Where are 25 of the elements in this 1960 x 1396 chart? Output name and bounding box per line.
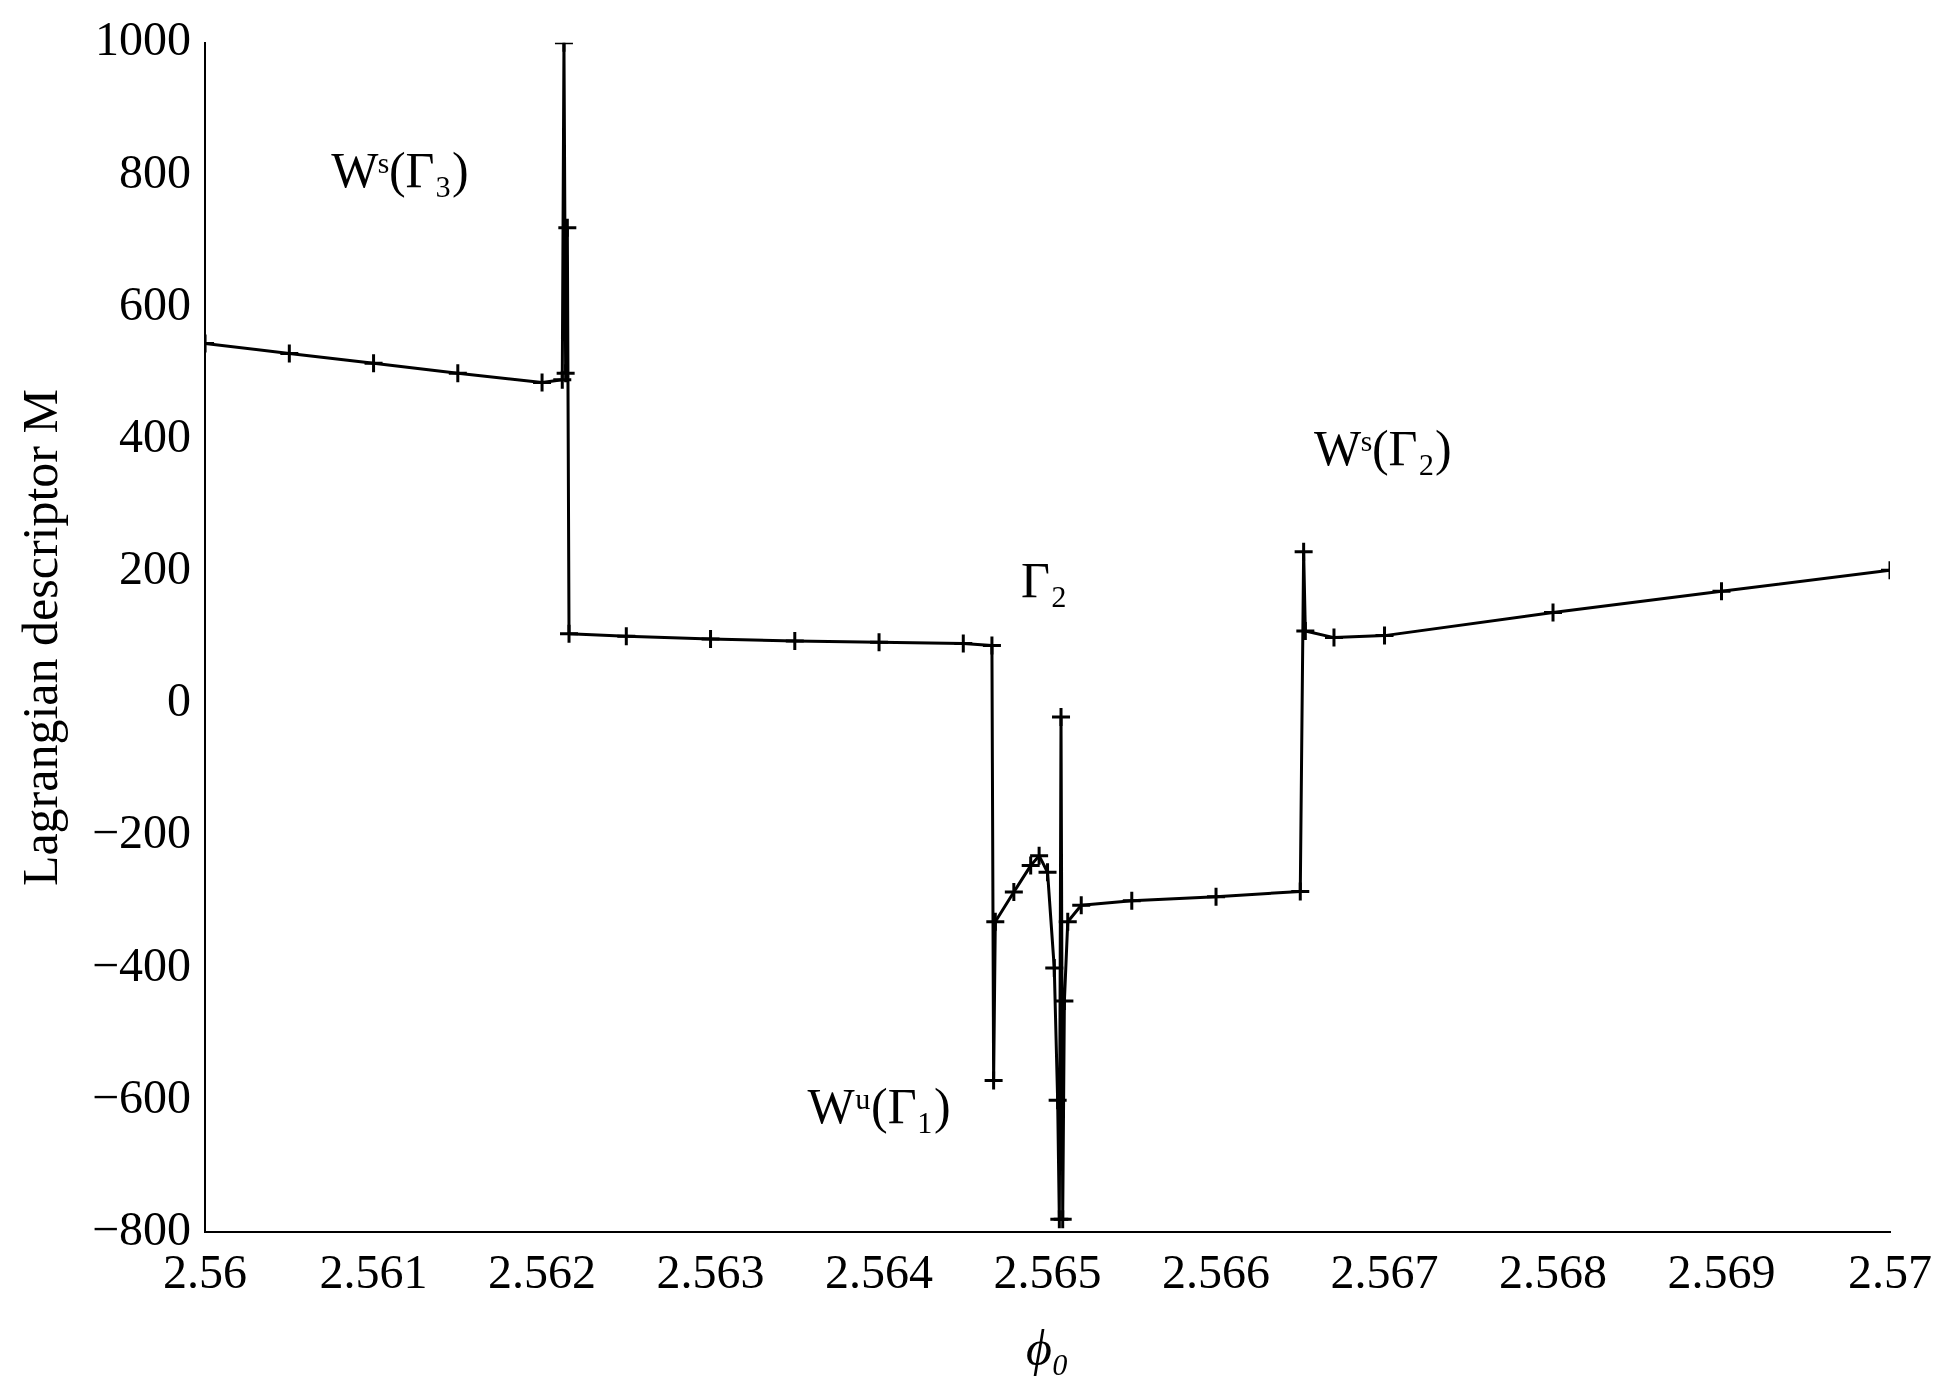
y-axis-title: Lagrangian descriptor M <box>12 389 69 887</box>
y-tick-label: 1000 <box>95 12 192 66</box>
x-tick-label: 2.567 <box>1330 1244 1439 1298</box>
x-tick-label: 2.568 <box>1499 1244 1608 1298</box>
x-tick-label: 2.563 <box>656 1244 765 1298</box>
y-tick-label: 400 <box>119 408 192 462</box>
x-axis-title: ϕ₀ <box>1025 1320 1070 1377</box>
y-tick-label: 0 <box>167 673 192 727</box>
annotation: Wˢ(Γ₂) <box>1314 420 1452 477</box>
y-tick-label: 600 <box>119 276 192 330</box>
x-tick-label: 2.564 <box>825 1244 934 1298</box>
x-tick-label: 2.566 <box>1162 1244 1271 1298</box>
x-tick-label: 2.57 <box>1848 1244 1932 1298</box>
annotation: Γ₂ <box>1020 552 1068 609</box>
y-tick-label: 800 <box>119 144 192 198</box>
y-tick-label: −400 <box>91 937 192 991</box>
y-tick-label: −200 <box>91 805 192 859</box>
x-tick-label: 2.561 <box>319 1244 428 1298</box>
y-tick-label: −600 <box>91 1069 192 1123</box>
x-tick-label: 2.569 <box>1667 1244 1776 1298</box>
annotation: Wˢ(Γ₃) <box>331 141 469 198</box>
annotation: Wᵘ(Γ₁) <box>807 1078 951 1134</box>
x-tick-label: 2.562 <box>488 1244 597 1298</box>
x-tick-label: 2.565 <box>993 1244 1102 1298</box>
y-tick-label: 200 <box>119 541 192 595</box>
